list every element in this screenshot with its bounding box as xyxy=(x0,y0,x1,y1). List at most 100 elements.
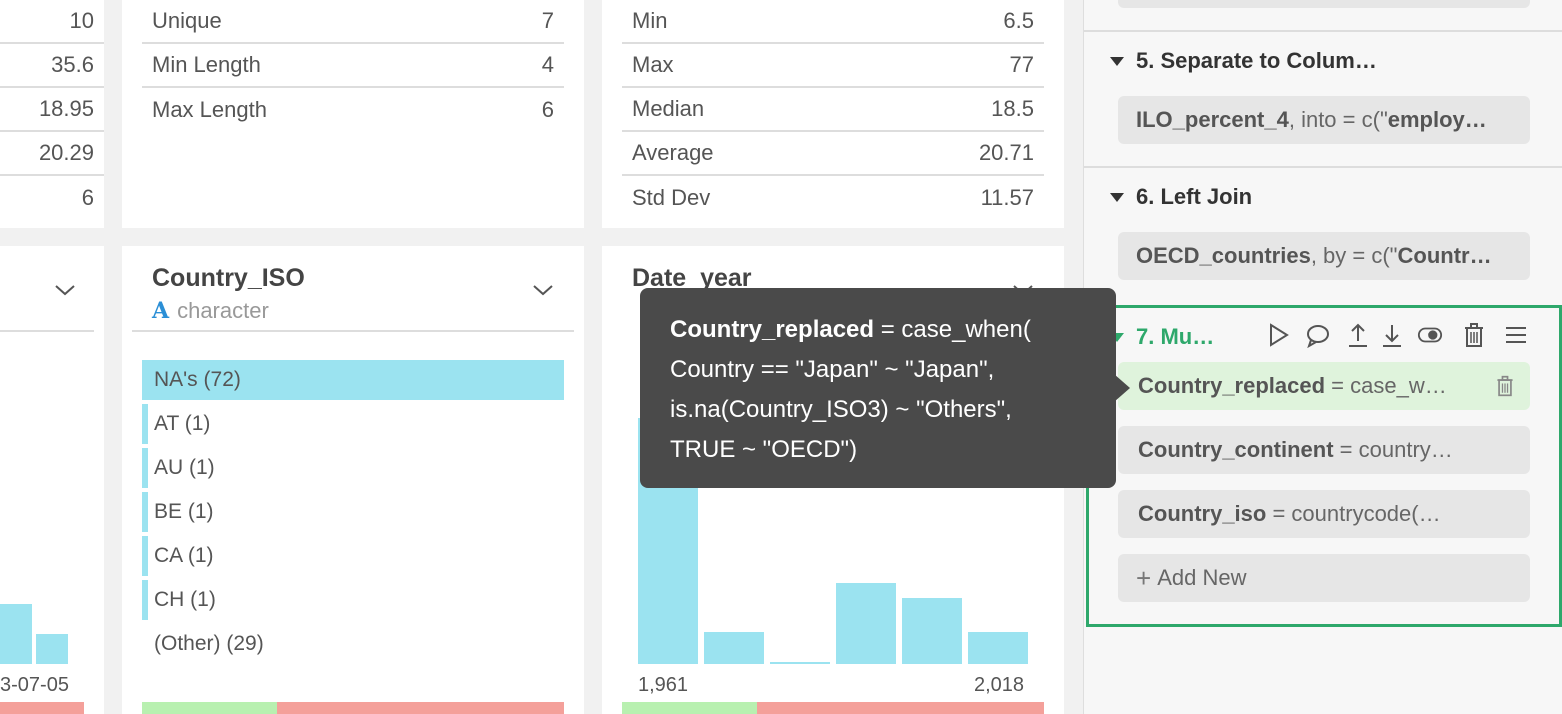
stat-row: Median 18.5 xyxy=(622,88,1044,132)
step-4-chip[interactable] xyxy=(1118,0,1530,8)
tooltip-text: Country == "Japan" ~ "Japan", xyxy=(670,356,995,383)
quality-bar-invalid xyxy=(0,702,84,714)
collapse-triangle-icon[interactable] xyxy=(1110,332,1124,342)
quality-bar-invalid xyxy=(757,702,1044,714)
value-frequency-item[interactable]: NA's (72) xyxy=(142,360,564,400)
frequency-label: AT (1) xyxy=(154,412,211,435)
step-7-title[interactable]: 7. Mu… xyxy=(1110,324,1214,350)
run-icon[interactable] xyxy=(1265,322,1291,348)
stat-row: Unique 7 xyxy=(142,0,564,44)
value-frequency-item[interactable]: CA (1) xyxy=(142,536,564,576)
trash-icon[interactable] xyxy=(1494,374,1516,398)
stat-row: Min Length 4 xyxy=(142,44,564,88)
step-5-title[interactable]: 5. Separate to Colum… xyxy=(1110,48,1377,74)
stat-value: 35.6 xyxy=(51,52,94,77)
stat-value: 20.71 xyxy=(978,140,1034,165)
histogram-bar xyxy=(704,632,764,664)
step-6-command-chip[interactable]: OECD_countries, by = c("Countr… xyxy=(1118,232,1530,280)
move-up-icon[interactable] xyxy=(1345,322,1371,348)
collapse-triangle-icon[interactable] xyxy=(1110,56,1124,66)
stat-value: 7 xyxy=(541,8,554,33)
quality-bar-valid xyxy=(142,702,278,714)
stat-row: 20.29 xyxy=(0,132,104,176)
value-frequency-item[interactable]: (Other) (29) xyxy=(142,624,564,664)
stat-row: Max 77 xyxy=(622,44,1044,88)
stat-row: Average 20.71 xyxy=(622,132,1044,176)
frequency-bar xyxy=(142,536,148,576)
frequency-label: NA's (72) xyxy=(154,368,241,391)
tooltip-bold-text: Country_replaced xyxy=(670,316,875,343)
character-type-icon: A xyxy=(152,298,170,324)
frequency-label: CH (1) xyxy=(154,588,216,611)
histogram-bar xyxy=(968,632,1028,664)
tooltip-text: TRUE ~ "OECD") xyxy=(670,436,858,463)
tooltip-text: is.na(Country_ISO3) ~ "Others", xyxy=(670,396,1012,423)
histogram-bar xyxy=(36,634,68,664)
chip-column: ILO_percent_4 xyxy=(1136,107,1289,132)
column-a-stats-card: 10 35.6 18.95 20.29 6 xyxy=(0,0,104,228)
chevron-down-icon[interactable] xyxy=(532,283,554,297)
chevron-down-icon[interactable] xyxy=(54,283,76,297)
stat-value: 77 xyxy=(1009,52,1034,77)
step-7-item-country-iso[interactable]: Country_iso = countrycode(… xyxy=(1118,490,1530,538)
date-year-stats-card: Min 6.5 Max 77 Median 18.5 Average 20.71 Std… xyxy=(602,0,1064,228)
header-divider xyxy=(132,330,574,332)
stat-value: 6 xyxy=(541,97,554,122)
stat-value: 18.95 xyxy=(38,96,94,121)
menu-icon[interactable] xyxy=(1503,322,1529,348)
toggle-preview-icon[interactable] xyxy=(1417,322,1443,348)
value-frequency-item[interactable]: CH (1) xyxy=(142,580,564,620)
stat-label: Max xyxy=(632,52,674,77)
step-6-label: 6. Left Join xyxy=(1136,184,1253,209)
tooltip-line: is.na(Country_ISO3) ~ "Others", xyxy=(670,390,1086,430)
stat-row: Max Length 6 xyxy=(142,88,564,132)
country-iso-stats-card: Unique 7 Min Length 4 Max Length 6 xyxy=(122,0,584,228)
histogram-bar xyxy=(0,604,32,664)
axis-label: 3-07-05 xyxy=(0,674,69,696)
stat-value: 6.5 xyxy=(1003,8,1034,33)
add-new-button[interactable]: + Add New xyxy=(1118,554,1530,602)
step-divider xyxy=(1084,166,1562,168)
step-7-block: 7. Mu… Country_replaced = case_w… Countr… xyxy=(1086,305,1562,627)
step-7-item-country-continent[interactable]: Country_continent = country… xyxy=(1118,426,1530,474)
stat-row: 6 xyxy=(0,176,104,220)
value-frequency-item[interactable]: AU (1) xyxy=(142,448,564,488)
stat-label: Unique xyxy=(152,8,222,33)
comment-icon[interactable] xyxy=(1305,322,1331,348)
value-frequency-item[interactable]: BE (1) xyxy=(142,492,564,532)
plus-icon: + xyxy=(1136,562,1152,593)
column-title[interactable]: Country_ISO xyxy=(152,264,305,292)
value-frequency-item[interactable]: AT (1) xyxy=(142,404,564,444)
add-new-label: Add New xyxy=(1157,565,1247,590)
move-down-icon[interactable] xyxy=(1379,322,1405,348)
axis-min-label: 1,961 xyxy=(638,674,689,696)
step-5-command-chip[interactable]: ILO_percent_4, into = c("employ… xyxy=(1118,96,1530,144)
tooltip-line: TRUE ~ "OECD") xyxy=(670,430,1086,470)
stat-value: 10 xyxy=(69,8,94,33)
stat-row: 18.95 xyxy=(0,88,104,132)
column-title[interactable]: Date_year xyxy=(632,264,752,292)
stat-value: 4 xyxy=(541,52,554,77)
histogram-bar xyxy=(770,661,830,664)
stat-label: Min xyxy=(632,8,668,33)
quality-bar-invalid xyxy=(277,702,564,714)
quality-bar xyxy=(622,702,1044,714)
item-expression: = case_w… xyxy=(1325,373,1447,398)
tooltip-text: = case_when( xyxy=(874,316,1031,343)
trash-icon[interactable] xyxy=(1461,322,1487,348)
frequency-bar xyxy=(142,580,148,620)
chip-value: Countr… xyxy=(1397,243,1492,268)
stat-row: Min 6.5 xyxy=(622,0,1044,44)
step-7-item-country-replaced[interactable]: Country_replaced = case_w… xyxy=(1118,362,1530,410)
tooltip-line: Country_replaced = case_when( xyxy=(670,310,1086,350)
collapse-triangle-icon[interactable] xyxy=(1110,192,1124,202)
item-column: Country_continent xyxy=(1138,437,1334,462)
stat-row: 35.6 xyxy=(0,44,104,88)
frequency-bar xyxy=(142,360,564,400)
step-6-title[interactable]: 6. Left Join xyxy=(1110,184,1252,210)
item-column: Country_iso xyxy=(1138,501,1267,526)
expression-tooltip: Country_replaced = case_when( Country ==… xyxy=(640,288,1116,488)
